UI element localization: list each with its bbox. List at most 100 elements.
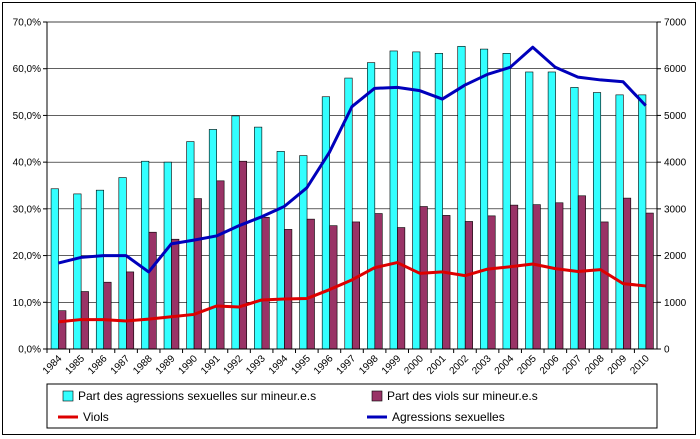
bar-viols-part: [397, 227, 406, 350]
x-tick-label: 1997: [335, 353, 359, 377]
bar-agressions-part: [321, 96, 330, 350]
bar-viols-part: [284, 229, 293, 350]
bar-viols-part: [306, 218, 315, 350]
bar-viols-part: [623, 197, 632, 350]
x-tick-label: 1998: [357, 353, 381, 377]
bar-agressions-part: [208, 129, 217, 350]
x-tick-label: 1991: [199, 353, 223, 377]
x-tick-label: 1989: [154, 353, 178, 377]
y-tick-label: 20,0%: [13, 251, 41, 262]
y2-tick-label: 3000: [664, 204, 687, 215]
bar-viols-part: [555, 202, 564, 350]
bar-viols-part: [171, 238, 180, 350]
x-tick-label: 1990: [176, 353, 200, 377]
bar-viols-part: [464, 221, 473, 350]
bar-agressions-part: [457, 45, 466, 350]
bar-viols-part: [148, 231, 157, 350]
bar-agressions-part: [615, 94, 624, 350]
bar-agressions-part: [638, 94, 647, 350]
bar-agressions-part: [118, 177, 127, 350]
bar-viols-part: [58, 310, 67, 350]
bar-viols-part: [419, 206, 428, 350]
y2-tick-label: 7000: [664, 18, 687, 29]
bar-viols-part: [374, 213, 383, 350]
bar-agressions-part: [50, 188, 59, 350]
x-tick-label: 1988: [131, 353, 155, 377]
bar-viols-part: [126, 271, 135, 350]
y-tick-label: 50,0%: [13, 111, 41, 122]
x-tick-label: 1987: [109, 353, 133, 377]
bar-agressions-part: [389, 50, 398, 350]
bar-agressions-part: [95, 189, 105, 350]
x-tick-label: 2007: [561, 353, 585, 377]
x-tick-label: 2003: [470, 353, 494, 377]
legend-label-viols: Viols: [83, 410, 109, 424]
y-tick-label: 0,0%: [18, 345, 41, 356]
x-tick-label: 1986: [86, 353, 110, 377]
x-axis: 1984 1985 1986 1987 1988 1989 1990 1991 1992 1993…: [41, 348, 657, 377]
bar-agressions-part: [502, 52, 511, 350]
bar-viols-part: [487, 215, 496, 350]
legend-swatch-agressions-part: [62, 390, 74, 402]
y-tick-label: 70,0%: [13, 18, 41, 29]
bar-viols-part: [600, 221, 609, 350]
bar-agressions-part: [547, 71, 556, 350]
bar-agressions-part: [412, 51, 421, 350]
bar-viols-part: [510, 204, 519, 350]
bar-viols-part: [238, 160, 248, 350]
x-tick-label: 1996: [312, 353, 336, 377]
legend-label-agressions: Agressions sexuelles: [392, 410, 505, 424]
x-tick-label: 2006: [538, 353, 562, 377]
bar-agressions-part: [186, 141, 195, 350]
bar-viols-part: [532, 204, 541, 350]
x-tick-label: 1985: [63, 353, 87, 377]
bar-agressions-part: [525, 71, 534, 350]
bar-agressions-part: [254, 126, 263, 350]
bar-agressions-part: [480, 48, 489, 350]
bar-agressions-part: [231, 115, 240, 350]
bar-viols-part: [645, 212, 654, 350]
x-tick-label: 1984: [41, 353, 65, 377]
y-tick-label: 60,0%: [13, 64, 41, 75]
bar-agressions-part: [299, 155, 308, 350]
x-tick-label: 2010: [628, 353, 652, 377]
x-tick-label: 2009: [606, 353, 630, 377]
y2-tick-label: 1000: [664, 298, 687, 309]
x-tick-label: 1992: [222, 353, 246, 377]
x-tick-label: 1994: [267, 353, 291, 377]
bar-viols-part: [261, 216, 270, 350]
legend-swatch-viols-part: [371, 390, 383, 402]
x-tick-label: 2002: [448, 353, 472, 377]
x-tick-label: 2008: [583, 353, 607, 377]
y2-tick-label: 0: [664, 345, 670, 356]
line-viols: [58, 261, 646, 324]
x-tick-label: 1995: [289, 353, 313, 377]
x-tick-label: 2004: [493, 353, 517, 377]
y-tick-label: 10,0%: [13, 298, 41, 309]
x-tick-label: 2001: [425, 353, 449, 377]
legend-label-agressions-part: Part des agressions sexuelles sur mineur…: [78, 389, 316, 403]
x-tick-label: 1999: [380, 353, 404, 377]
bars: [50, 45, 654, 350]
y-axis-left: 0,0% 10,0% 20,0% 30,0% 40,0% 50,0% 60,0% 70,0%: [13, 18, 48, 356]
y2-tick-label: 4000: [664, 158, 687, 169]
y-tick-label: 40,0%: [13, 158, 41, 169]
bar-agressions-part: [570, 87, 579, 350]
bar-agressions-part: [276, 151, 285, 350]
bar-agressions-part: [367, 62, 376, 350]
bar-viols-part: [193, 198, 202, 350]
bar-viols-part: [351, 221, 360, 350]
x-tick-label: 2000: [402, 353, 426, 377]
bar-viols-part: [103, 281, 112, 350]
legend: Part des agressions sexuelles sur mineur…: [46, 383, 658, 429]
x-tick-label: 2005: [515, 353, 539, 377]
bar-agressions-part: [592, 92, 602, 350]
y-tick-label: 30,0%: [13, 204, 41, 215]
y2-tick-label: 6000: [664, 64, 687, 75]
legend-box: [46, 383, 658, 429]
y2-tick-label: 2000: [664, 251, 687, 262]
legend-label-viols-part: Part des viols sur mineur.e.s: [387, 389, 538, 403]
line-agressions: [57, 45, 647, 274]
x-tick-label: 1993: [244, 353, 268, 377]
